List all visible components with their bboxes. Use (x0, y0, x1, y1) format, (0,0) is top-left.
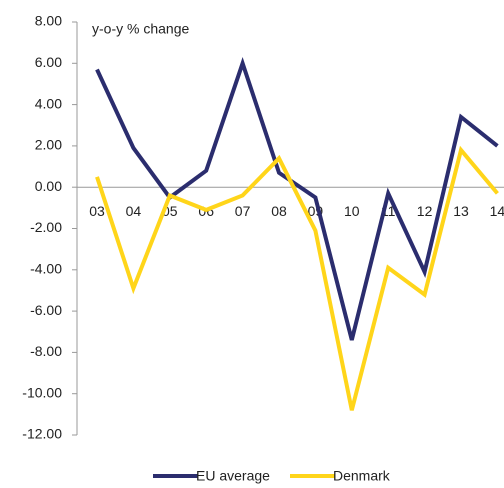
y-tick-label: -2.00 (30, 219, 62, 235)
y-tick-label: -12.00 (22, 426, 62, 442)
x-tick-label: 03 (89, 203, 105, 219)
y-tick-label: -6.00 (30, 302, 62, 318)
y-tick-label: 8.00 (35, 13, 62, 29)
y-tick-label: 0.00 (35, 178, 62, 194)
x-tick-label: 13 (453, 203, 469, 219)
x-tick-label: 08 (271, 203, 287, 219)
y-tick-label: 2.00 (35, 137, 62, 153)
x-tick-label: 04 (126, 203, 142, 219)
x-tick-label: 14 (490, 203, 504, 219)
x-tick-label: 12 (417, 203, 433, 219)
y-tick-label: 4.00 (35, 95, 62, 111)
y-tick-label: 6.00 (35, 54, 62, 70)
x-tick-label: 07 (235, 203, 251, 219)
legend-label: Denmark (333, 468, 391, 484)
series-line (95, 145, 499, 411)
legend-label: EU average (196, 468, 270, 484)
series-line (95, 57, 499, 341)
y-tick-label: -8.00 (30, 343, 62, 359)
y-tick-label: -4.00 (30, 261, 62, 277)
x-tick-label: 10 (344, 203, 360, 219)
y-tick-label: -10.00 (22, 384, 62, 400)
annotation: y-o-y % change (92, 21, 189, 37)
